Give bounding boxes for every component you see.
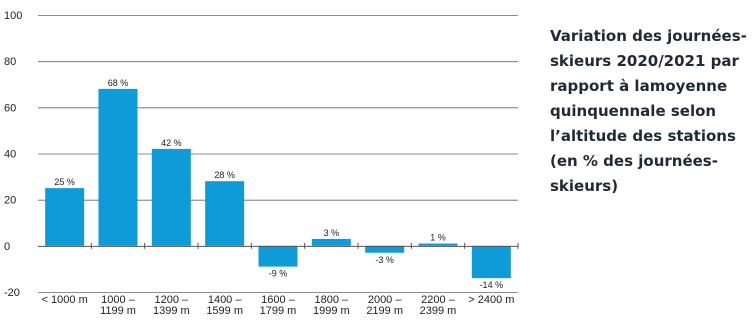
x-axis-tick-labels: < 1000 m 1000 –1199 m 1200 –1399 m 1400 –15… <box>42 294 515 317</box>
data-label: -3 % <box>375 255 394 265</box>
x-tick-label: 2000 – <box>368 294 403 306</box>
x-tick-label: 2399 m <box>420 305 457 317</box>
x-tick-label: 1599 m <box>206 305 243 317</box>
x-tick-label: 1799 m <box>260 305 297 317</box>
y-tick-label: 20 <box>4 195 16 207</box>
y-tick-label: 60 <box>4 102 16 114</box>
bar <box>98 88 138 246</box>
y-axis-tick-labels: -20 0 20 40 60 80 100 <box>4 10 22 299</box>
x-tick-label: < 1000 m <box>42 294 88 306</box>
x-tick-label: 1399 m <box>153 305 190 317</box>
bars <box>45 88 511 279</box>
x-tick-label: 1400 – <box>208 294 243 306</box>
data-label: 25 % <box>54 177 75 187</box>
x-tick-label: 1000 – <box>101 294 136 306</box>
x-tick-label: 1200 – <box>155 294 190 306</box>
x-tick-label: 1600 – <box>261 294 296 306</box>
bar <box>45 188 85 246</box>
data-label: 42 % <box>161 138 182 148</box>
x-tick-label: > 2400 m <box>468 294 514 306</box>
bar <box>365 245 405 253</box>
x-tick-label: 1800 – <box>315 294 350 306</box>
data-label: 3 % <box>324 228 340 238</box>
bar <box>151 148 191 246</box>
data-label: 68 % <box>108 78 129 88</box>
bar <box>258 245 298 267</box>
bar <box>471 245 511 279</box>
data-labels: 25 % 68 % 42 % 28 % -9 % 3 % -3 % 1 % -14 % <box>54 78 503 290</box>
bar <box>418 243 458 246</box>
data-label: 1 % <box>430 233 446 243</box>
y-tick-label: 80 <box>4 56 16 68</box>
y-tick-label: -20 <box>4 287 20 299</box>
chart-title: Variation des journées-skieurs 2020/2021… <box>550 27 747 195</box>
data-label: -14 % <box>480 280 504 290</box>
x-tick-label: 1999 m <box>313 305 350 317</box>
bar <box>311 238 351 246</box>
data-label: -9 % <box>269 269 288 279</box>
x-tick-label: 2199 m <box>366 305 403 317</box>
y-tick-label: 0 <box>4 241 10 253</box>
x-axis <box>38 242 519 249</box>
data-label: 28 % <box>214 170 235 180</box>
y-tick-label: 40 <box>4 149 16 161</box>
y-tick-label: 100 <box>4 10 22 22</box>
bar <box>205 181 245 246</box>
x-tick-label: 1199 m <box>100 305 136 317</box>
x-tick-label: 2200 – <box>421 294 456 306</box>
